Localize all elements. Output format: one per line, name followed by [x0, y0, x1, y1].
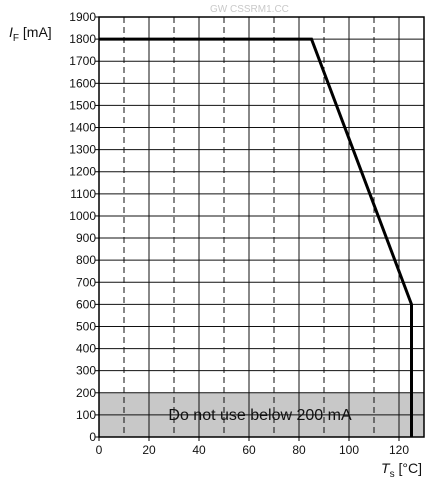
series-layer: [99, 37, 413, 437]
shaded-region-label: Do not use below 200 mA: [168, 407, 352, 424]
y-tick-label: 1600: [69, 76, 96, 90]
y-tick-label: 600: [76, 297, 96, 311]
x-tick-label: 20: [142, 443, 156, 457]
y-tick-label: 1500: [69, 98, 96, 112]
y-tick-label: 1800: [69, 32, 96, 46]
x-axis-label: Ts [°C]: [381, 460, 422, 480]
y-tick-label: 1900: [69, 10, 96, 24]
x-tick-label: 120: [389, 443, 409, 457]
x-tick-label: 40: [192, 443, 206, 457]
grid: [99, 16, 424, 437]
labels: Do not use below 200 mA 0 20 40 60 80 100 1200…: [9, 10, 422, 480]
y-tick-label: 400: [76, 342, 96, 356]
y-tick-label: 0: [89, 430, 96, 444]
y-axis-label: IF [mA]: [9, 24, 52, 44]
x-tick-label: 100: [339, 443, 359, 457]
y-tick-label: 1100: [70, 187, 96, 201]
y-tick-label: 1400: [69, 121, 96, 135]
series-line: [99, 37, 413, 437]
y-tick-label: 1000: [69, 209, 96, 223]
y-tick-label: 300: [76, 364, 96, 378]
y-tick-label: 700: [76, 275, 96, 289]
y-tick-label: 1700: [69, 54, 96, 68]
y-tick-label: 1300: [69, 143, 96, 157]
y-tick-label: 100: [76, 408, 96, 422]
plot-frame: [98, 16, 425, 438]
x-tick-label: 80: [292, 443, 306, 457]
y-tick-label: 900: [76, 231, 96, 245]
x-tick-label: 0: [96, 443, 103, 457]
y-tick-label: 500: [76, 319, 96, 333]
y-tick-label: 800: [76, 253, 96, 267]
y-tick-label: 1200: [69, 165, 96, 179]
axes: [95, 16, 425, 441]
y-tick-label: 200: [76, 386, 96, 400]
x-tick-label: 60: [242, 443, 256, 457]
watermark: GW CSSRM1.CC: [210, 4, 289, 15]
